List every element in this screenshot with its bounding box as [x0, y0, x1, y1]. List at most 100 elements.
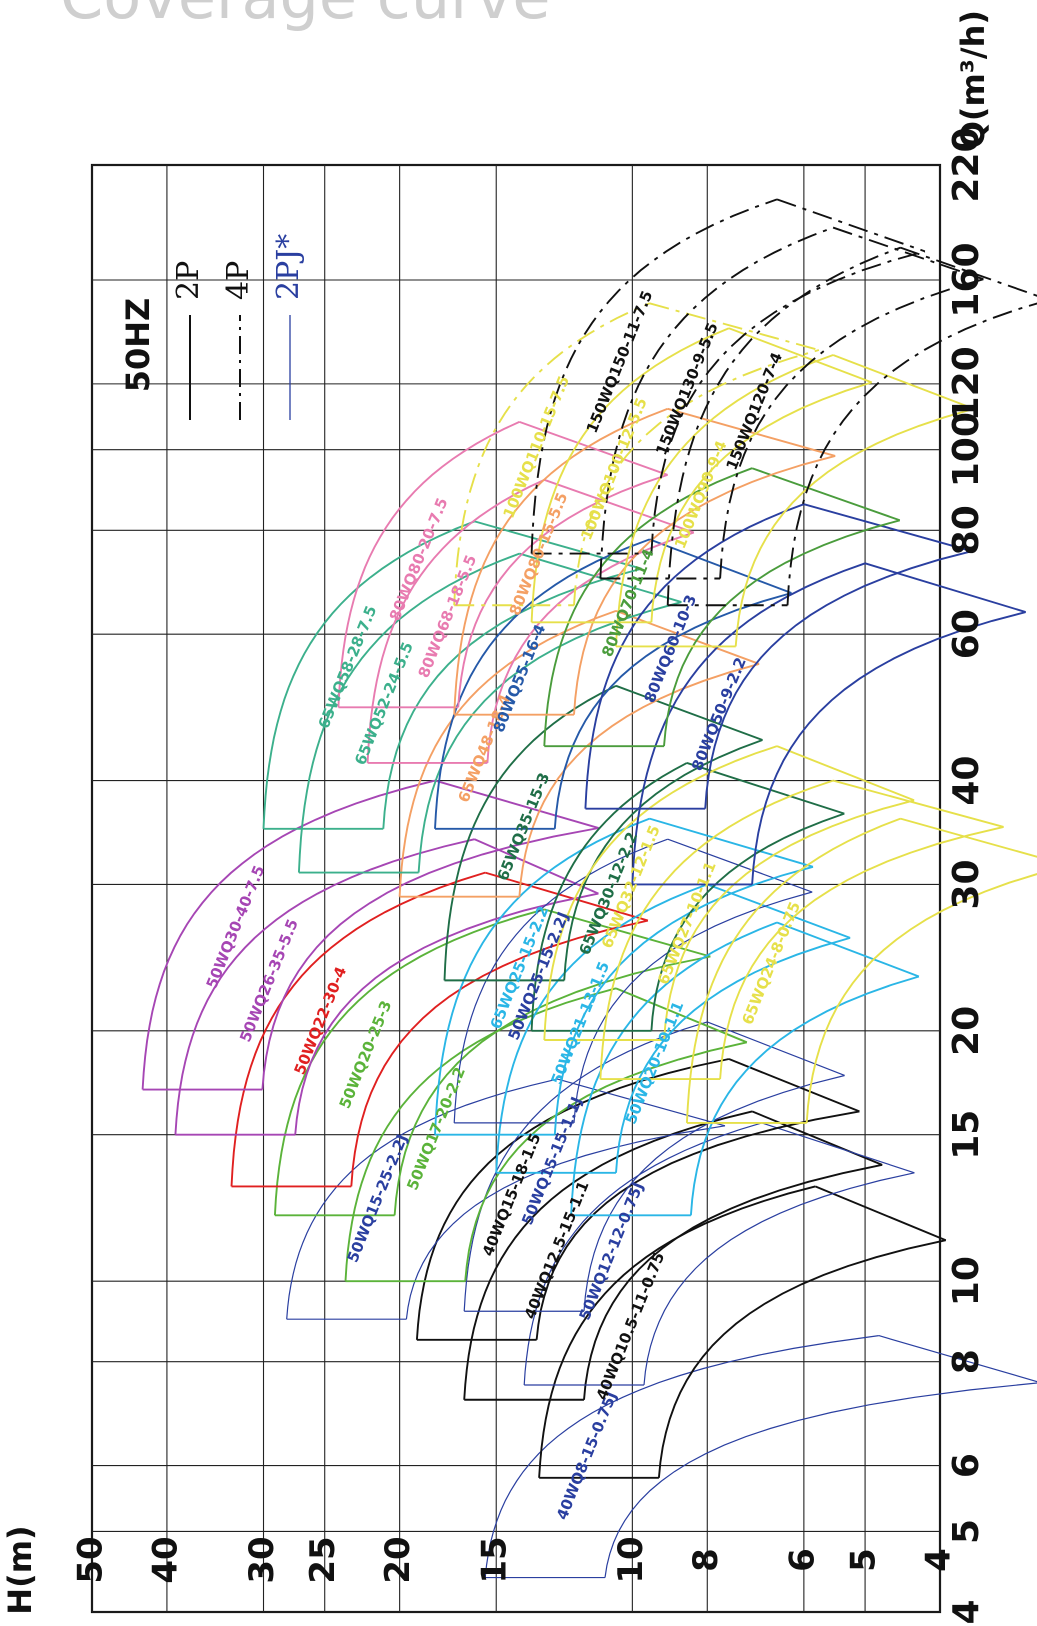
series-40WQ8-15-0.75J — [484, 1335, 1037, 1579]
series-curve — [666, 246, 901, 606]
series-edge — [900, 246, 1037, 297]
series-curve-min — [663, 799, 915, 1041]
series-curve — [453, 407, 669, 715]
series-curve — [434, 817, 650, 1135]
series-curve — [495, 883, 708, 1173]
series-80WQ60-10-3 — [584, 503, 973, 810]
series-curve — [599, 226, 834, 579]
series-curve — [615, 354, 834, 647]
y-tick-label: 4 — [919, 1548, 959, 1572]
series-edge — [707, 1021, 845, 1077]
series-curve-min — [604, 1382, 1037, 1578]
series-curve — [174, 838, 475, 1135]
series-label: 150WQ130-9-5.5 — [652, 320, 722, 458]
series-edge — [751, 1110, 883, 1166]
series-edge — [878, 1335, 1037, 1383]
series-edge — [434, 779, 599, 829]
series-label: 50WQ21-13-1.5 — [547, 959, 613, 1087]
legend: 50HZ 2P 4P 2PJ* — [119, 234, 306, 420]
series-80WQ68-18-5.5 — [366, 478, 695, 764]
x-tick-label: 4 — [946, 1599, 987, 1624]
series-edge — [803, 503, 973, 553]
x-tick-label: 30 — [946, 859, 987, 909]
series-curve-min — [583, 1074, 845, 1312]
series-65WQ24-8-0.75 — [685, 817, 1037, 1124]
series-curve-min — [417, 601, 682, 873]
x-tick-label: 120 — [946, 346, 987, 421]
grid — [90, 163, 942, 1614]
series-curve — [141, 779, 436, 1090]
series-edge — [864, 562, 1026, 613]
series-50WQ25-15-2.2J — [453, 838, 813, 1124]
series-40WQ10.5-11-0.75 — [538, 1185, 947, 1479]
series-50WQ20-25-3 — [273, 908, 711, 1217]
series-curve — [463, 1110, 753, 1400]
x-tick-label: 220 — [946, 127, 987, 202]
series-label: 80WQ50-9-2.2 — [688, 655, 750, 773]
series-edge — [474, 838, 599, 895]
series-curve — [344, 987, 617, 1282]
series-curve — [453, 838, 668, 1123]
y-tick-label: 25 — [303, 1536, 343, 1583]
series-40WQ12.5-15-1.1 — [463, 1110, 883, 1401]
series-curve-min — [650, 812, 845, 1031]
series-curve — [443, 684, 617, 981]
series-curve-min — [663, 519, 901, 747]
series-label: 50WQ30-40-7.5 — [203, 863, 269, 991]
series-edge — [900, 817, 1037, 858]
series-curve-min — [657, 1239, 947, 1478]
series-curve-min — [294, 892, 599, 1135]
y-tick-label: 50 — [71, 1536, 111, 1583]
series-65WQ35-15-3 — [443, 684, 763, 982]
series-100WQ110-15-7.5 — [453, 302, 820, 607]
series-label: 50WQ20-10-1.1 — [622, 999, 688, 1127]
series-150WQ120-7-4 — [666, 246, 1037, 607]
series-curve-min — [573, 349, 820, 606]
series-curve-min — [350, 919, 649, 1187]
y-tick-label: 20 — [378, 1536, 418, 1583]
series-curve-min — [535, 1110, 860, 1340]
series-150WQ130-9-5.5 — [599, 226, 984, 580]
x-tick-label: 10 — [946, 1256, 987, 1306]
series-curve-min — [573, 891, 813, 1123]
x-tick-label: 160 — [946, 242, 987, 317]
series-curve — [599, 779, 834, 1080]
y-tick-label: 10 — [611, 1536, 651, 1583]
x-tick-label: 60 — [946, 609, 987, 659]
series-curve — [584, 503, 805, 809]
x-tick-label: 6 — [946, 1453, 987, 1478]
series-curve-min — [464, 1041, 748, 1282]
series-edge — [776, 198, 926, 253]
series-edge — [519, 421, 668, 476]
series-curve-min — [805, 873, 1037, 1123]
series-curve — [398, 610, 617, 897]
y-ticks: 4 56 8 10 15 20 25 30 40 50 — [71, 1536, 959, 1583]
series-50WQ15-15-1.1J — [463, 1021, 845, 1312]
y-tick-label: 15 — [475, 1536, 515, 1583]
y-tick-label: 8 — [686, 1548, 726, 1572]
series-curve-min — [518, 662, 760, 897]
legend-label: 2PJ* — [271, 234, 306, 300]
y-axis-title: H(m) — [1, 1525, 39, 1614]
series-edge — [728, 327, 873, 384]
series-curve-min — [573, 454, 836, 715]
series-edge — [615, 684, 763, 741]
series-curve — [530, 198, 778, 554]
series-edge — [776, 745, 915, 802]
series-50WQ30-40-7.5 — [141, 779, 599, 1091]
series-edge — [615, 987, 748, 1044]
series-curve — [538, 1185, 816, 1478]
y-tick-label: 40 — [145, 1536, 185, 1583]
series-65WQ32-12-1.5 — [543, 745, 915, 1041]
series-curve — [685, 817, 901, 1123]
series-label: 65WQ24-8-0.75 — [738, 899, 804, 1027]
series-edge — [751, 467, 901, 522]
series-edge — [832, 354, 975, 410]
series-curve — [631, 562, 866, 885]
series-edge — [649, 817, 814, 868]
series-50WQ17-20-2.2 — [344, 987, 748, 1283]
series-edge — [649, 302, 820, 351]
series-curve-min — [393, 955, 711, 1216]
x-axis-title: Q(m³/h) — [954, 10, 992, 148]
